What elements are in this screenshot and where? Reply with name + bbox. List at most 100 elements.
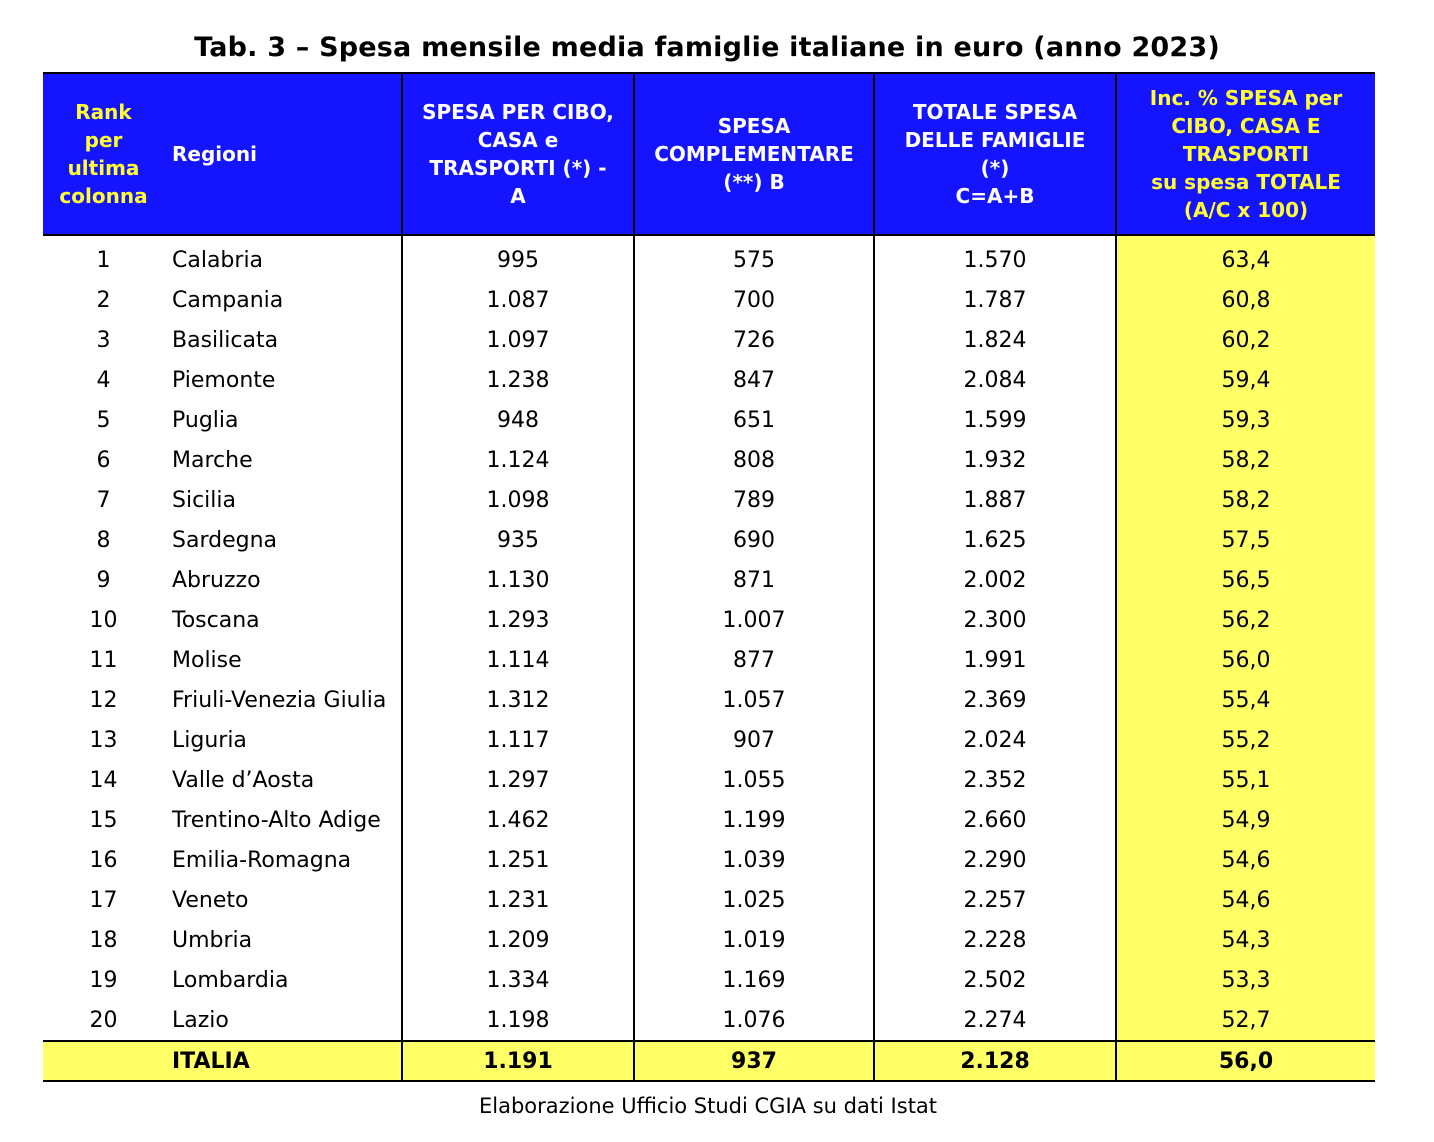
- spesa-b-cell: 1.025: [633, 880, 875, 920]
- spesa-b-cell: 1.199: [633, 800, 875, 840]
- table-row: 15 Trentino-Alto Adige 1.462 1.199 2.660 54,9: [43, 800, 1375, 840]
- totale-cell: 2.257: [873, 880, 1117, 920]
- table-row: 18 Umbria 1.209 1.019 2.228 54,3: [43, 920, 1375, 960]
- table-row: 4 Piemonte 1.238 847 2.084 59,4: [43, 360, 1375, 400]
- totale-cell: 2.660: [873, 800, 1117, 840]
- totale-cell: 1.887: [873, 480, 1117, 520]
- incidenza-cell: 59,4: [1115, 360, 1375, 400]
- rank-cell: 20: [89, 1007, 118, 1033]
- table-row: 9 Abruzzo 1.130 871 2.002 56,5: [43, 560, 1375, 600]
- rank-cell: 1: [96, 247, 111, 273]
- totale-cell: 1.787: [873, 280, 1117, 320]
- spesa-b-cell: 1.007: [633, 600, 875, 640]
- table-row: 3 Basilicata 1.097 726 1.824 60,2: [43, 320, 1375, 360]
- spesa-a-cell: 1.297: [401, 760, 635, 800]
- spesa-b-cell: 651: [633, 400, 875, 440]
- spesa-a-cell: 935: [401, 520, 635, 560]
- table-row: 20 Lazio 1.198 1.076 2.274 52,7: [43, 1000, 1375, 1041]
- spesa-a-cell: 1.124: [401, 440, 635, 480]
- header-row: Rank per ultima colonna Regioni SPESA PE…: [43, 72, 1375, 236]
- spesa-b-cell: 690: [633, 520, 875, 560]
- table-row: 7 Sicilia 1.098 789 1.887 58,2: [43, 480, 1375, 520]
- spesa-a-cell: 1.087: [401, 280, 635, 320]
- totale-cell: 2.290: [873, 840, 1117, 880]
- header-line: A: [510, 184, 526, 208]
- spesa-b-cell: 1.055: [633, 760, 875, 800]
- region-cell: Molise: [164, 640, 403, 680]
- region-cell: Trentino-Alto Adige: [164, 800, 403, 840]
- rank-cell: 6: [96, 447, 111, 473]
- spesa-b-cell: 871: [633, 560, 875, 600]
- total-totale-cell: 2.128: [873, 1040, 1117, 1082]
- total-row: ITALIA 1.191 937 2.128 56,0: [43, 1040, 1375, 1082]
- table-row: 17 Veneto 1.231 1.025 2.257 54,6: [43, 880, 1375, 920]
- table-row: 13 Liguria 1.117 907 2.024 55,2: [43, 720, 1375, 760]
- header-line: SPESA PER CIBO,: [422, 100, 614, 124]
- header-line: colonna: [59, 184, 148, 208]
- totale-cell: 2.352: [873, 760, 1117, 800]
- region-cell: Calabria: [164, 235, 403, 280]
- totale-cell: 2.502: [873, 960, 1117, 1000]
- spesa-a-cell: 1.462: [401, 800, 635, 840]
- spesa-a-cell: 1.198: [401, 1000, 635, 1041]
- spesa-b-cell: 1.057: [633, 680, 875, 720]
- region-cell: Lombardia: [164, 960, 403, 1000]
- rank-cell: 17: [89, 887, 118, 913]
- header-line: (**) B: [723, 170, 785, 194]
- rank-cell: 15: [89, 807, 118, 833]
- incidenza-cell: 56,5: [1115, 560, 1375, 600]
- spesa-b-cell: 1.076: [633, 1000, 875, 1041]
- region-cell: Veneto: [164, 880, 403, 920]
- incidenza-cell: 55,1: [1115, 760, 1375, 800]
- spesa-a-cell: 1.114: [401, 640, 635, 680]
- totale-cell: 1.599: [873, 400, 1117, 440]
- incidenza-cell: 60,8: [1115, 280, 1375, 320]
- totale-cell: 2.369: [873, 680, 1117, 720]
- incidenza-cell: 54,3: [1115, 920, 1375, 960]
- spesa-b-cell: 907: [633, 720, 875, 760]
- spesa-b-cell: 575: [633, 235, 875, 280]
- totale-cell: 2.002: [873, 560, 1117, 600]
- rank-cell: 14: [89, 767, 118, 793]
- totale-cell: 1.824: [873, 320, 1117, 360]
- region-cell: Liguria: [164, 720, 403, 760]
- rank-cell: 5: [96, 407, 111, 433]
- totale-cell: 1.625: [873, 520, 1117, 560]
- table-row: 16 Emilia-Romagna 1.251 1.039 2.290 54,6: [43, 840, 1375, 880]
- rank-cell: 3: [96, 327, 111, 353]
- table-title: Tab. 3 – Spesa mensile media famiglie it…: [194, 32, 1220, 63]
- total-spesa-a-cell: 1.191: [401, 1040, 635, 1082]
- totale-cell: 2.024: [873, 720, 1117, 760]
- region-cell: Emilia-Romagna: [164, 840, 403, 880]
- spesa-a-cell: 1.312: [401, 680, 635, 720]
- header-line: TRASPORTI (*) -: [429, 156, 607, 180]
- header-line: DELLE FAMIGLIE: [904, 128, 1086, 152]
- table-row: 19 Lombardia 1.334 1.169 2.502 53,3: [43, 960, 1375, 1000]
- table-body: 1 Calabria 995 575 1.570 63,4 2 Campania 1.087 70…: [43, 235, 1375, 1041]
- incidenza-cell: 56,0: [1115, 640, 1375, 680]
- incidenza-cell: 55,4: [1115, 680, 1375, 720]
- spesa-b-cell: 877: [633, 640, 875, 680]
- header-line: (A/C x 100): [1183, 198, 1309, 222]
- rank-cell: 13: [89, 727, 118, 753]
- table-row: 5 Puglia 948 651 1.599 59,3: [43, 400, 1375, 440]
- spesa-b-cell: 1.019: [633, 920, 875, 960]
- rank-cell: 11: [89, 647, 118, 673]
- spesa-b-cell: 700: [633, 280, 875, 320]
- rank-cell: 16: [89, 847, 118, 873]
- table-row: 8 Sardegna 935 690 1.625 57,5: [43, 520, 1375, 560]
- region-cell: Sardegna: [164, 520, 403, 560]
- rank-cell: 2: [96, 287, 111, 313]
- region-cell: Campania: [164, 280, 403, 320]
- region-cell: Marche: [164, 440, 403, 480]
- spending-table: Rank per ultima colonna Regioni SPESA PE…: [43, 72, 1375, 1082]
- spesa-a-cell: 1.293: [401, 600, 635, 640]
- header-line: CASA e: [477, 128, 559, 152]
- spesa-a-cell: 1.130: [401, 560, 635, 600]
- header-line: CIBO, CASA E: [1171, 114, 1321, 138]
- spesa-a-cell: 1.117: [401, 720, 635, 760]
- total-spesa-b-cell: 937: [633, 1040, 875, 1082]
- incidenza-cell: 60,2: [1115, 320, 1375, 360]
- spesa-a-cell: 1.098: [401, 480, 635, 520]
- totale-cell: 1.570: [873, 235, 1117, 280]
